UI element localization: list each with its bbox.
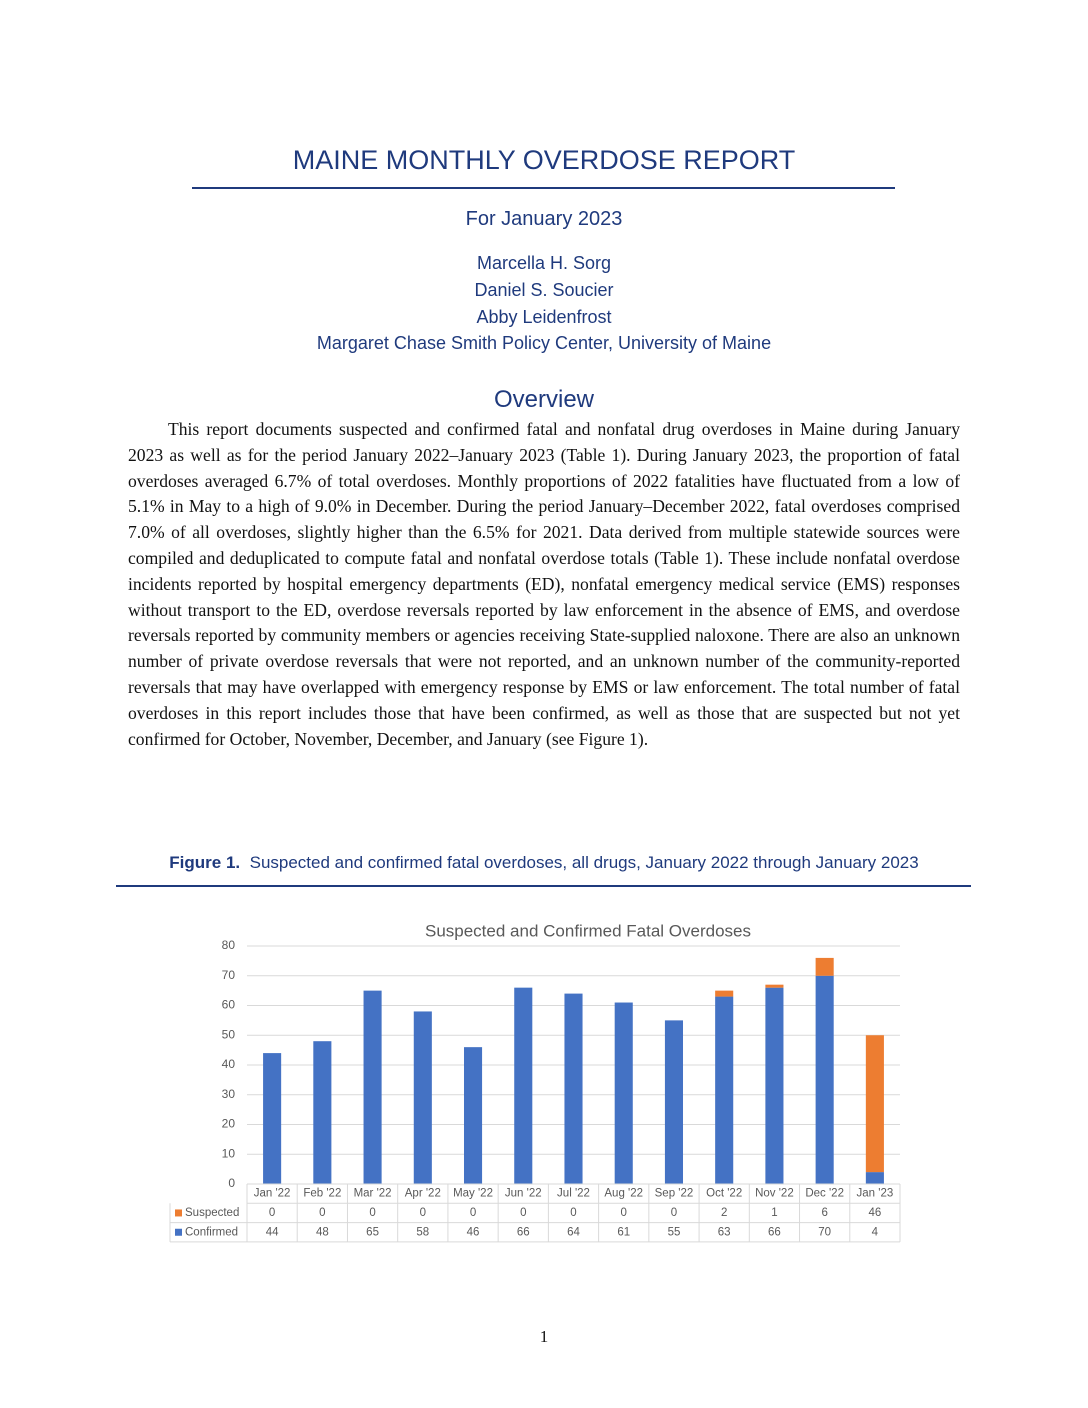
bar-segment [865, 1172, 884, 1184]
section-heading: Overview [493, 386, 595, 413]
bar-segment [313, 1041, 332, 1184]
table-value: 58 [416, 1226, 429, 1238]
x-tick-label: Nov '22 [755, 1188, 794, 1200]
table-value: 0 [269, 1207, 275, 1219]
legend-label: Suspected [185, 1207, 239, 1219]
table-value: 65 [366, 1226, 379, 1238]
table-value: 63 [718, 1226, 731, 1238]
y-tick-label: 0 [228, 1176, 235, 1190]
table-value: 70 [818, 1226, 831, 1238]
y-tick-label: 50 [222, 1027, 236, 1041]
report-subtitle: For January 2023 [465, 208, 623, 230]
bar-segment [715, 990, 734, 997]
bar-segment [463, 1047, 483, 1184]
table-value: 66 [768, 1226, 781, 1238]
legend-label: Confirmed [185, 1226, 238, 1238]
bar-segment [715, 996, 734, 1184]
bar-segment [815, 975, 834, 1184]
x-tick-label: Jan '22 [254, 1188, 291, 1200]
table-value: 0 [369, 1207, 375, 1219]
y-tick-label: 20 [222, 1117, 236, 1131]
table-value: 0 [520, 1207, 526, 1219]
bar-segment [765, 984, 784, 988]
chart-title: Suspected and Confirmed Fatal Overdoses [425, 921, 751, 940]
y-tick-label: 40 [222, 1057, 236, 1071]
table-value: 0 [570, 1207, 576, 1219]
table-value: 0 [671, 1207, 677, 1219]
table-value: 48 [316, 1226, 329, 1238]
table-value: 0 [470, 1207, 476, 1219]
x-tick-label: Jul '22 [557, 1188, 590, 1200]
bar-segment [564, 993, 583, 1184]
x-tick-label: Jun '22 [505, 1188, 542, 1200]
legend-key [175, 1228, 182, 1236]
bar-segment [514, 987, 533, 1184]
table-value: 64 [567, 1226, 580, 1238]
figure-caption-text: Suspected and confirmed fatal overdoses,… [249, 853, 919, 872]
bar-segment [664, 1020, 684, 1184]
table-value: 55 [668, 1226, 681, 1238]
report-title: MAINE MONTHLY OVERDOSE REPORT [292, 145, 796, 175]
bar-segment [815, 957, 834, 976]
table-value: 6 [821, 1207, 827, 1219]
table-value: 1 [771, 1207, 777, 1219]
table-value: 66 [517, 1226, 530, 1238]
bar-segment [263, 1053, 282, 1184]
table-value: 46 [868, 1207, 881, 1219]
bar-segment [363, 990, 382, 1184]
x-tick-label: Mar '22 [354, 1188, 392, 1200]
x-tick-label: Dec '22 [805, 1188, 844, 1200]
figure-caption: Figure 1. Suspected and confirmed fatal … [0, 853, 1088, 873]
caption-rule [116, 885, 971, 887]
x-tick-label: Aug '22 [604, 1188, 643, 1200]
page-number: 1 [539, 1327, 549, 1346]
bar-segment [614, 1002, 633, 1184]
bar-segment [413, 1011, 432, 1184]
author: Daniel S. Soucier [474, 280, 614, 300]
x-tick-label: Oct '22 [706, 1188, 742, 1200]
x-tick-label: Sep '22 [655, 1188, 694, 1200]
table-value: 0 [621, 1207, 627, 1219]
table-value: 44 [266, 1226, 279, 1238]
table-value: 61 [617, 1226, 630, 1238]
table-value: 0 [420, 1207, 426, 1219]
table-value: 4 [872, 1226, 879, 1238]
legend-key [175, 1209, 182, 1217]
y-tick-label: 30 [222, 1087, 236, 1101]
author: Marcella H. Sorg [476, 253, 612, 273]
author: Abby Leidenfrost [476, 307, 612, 327]
bar-segment [865, 1035, 884, 1173]
table-value: 2 [721, 1207, 727, 1219]
x-tick-label: Jan '23 [857, 1188, 894, 1200]
table-value: 0 [319, 1207, 325, 1219]
y-tick-label: 70 [222, 968, 236, 982]
chart: Suspected and Confirmed Fatal Overdoses … [169, 921, 901, 1243]
paragraph: This report documents suspected and conf… [128, 419, 960, 749]
x-tick-label: May '22 [453, 1188, 493, 1200]
affiliation: Margaret Chase Smith Policy Center, Univ… [316, 333, 772, 353]
x-tick-label: Apr '22 [405, 1188, 441, 1200]
y-tick-label: 80 [222, 938, 236, 952]
table-value: 46 [467, 1226, 480, 1238]
y-tick-label: 10 [222, 1146, 236, 1160]
y-tick-label: 60 [222, 998, 236, 1012]
title-rule [192, 187, 895, 189]
bar-segment [765, 987, 784, 1184]
x-tick-label: Feb '22 [303, 1188, 341, 1200]
figure-label: Figure 1. [169, 853, 241, 872]
